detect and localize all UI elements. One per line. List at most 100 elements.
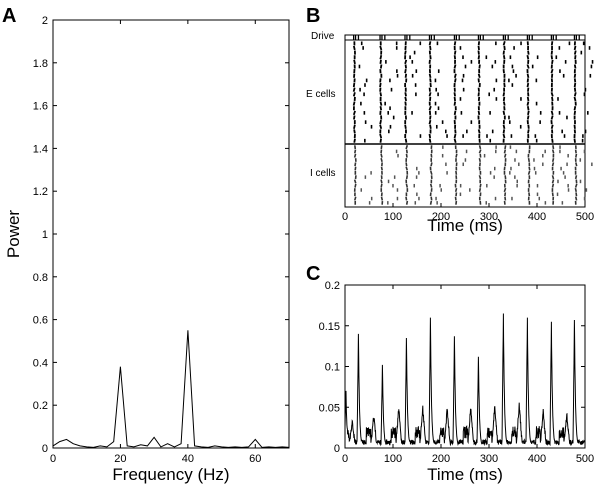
panel-a-xtick-label: 20 <box>114 453 126 465</box>
panel-b-e-spike <box>428 119 432 125</box>
panel-b-e-spike <box>526 73 530 78</box>
panel-b-i-spike <box>429 200 433 205</box>
panel-a-xlabel: Frequency (Hz) <box>112 465 229 484</box>
panel-b-e-spike <box>477 45 480 51</box>
panel-letter-b: B <box>306 5 320 27</box>
panel-b: Drive E cells I cells 0 100 200 300 400 500 T… <box>306 31 594 235</box>
panel-b-xtick-label: 500 <box>576 211 594 223</box>
panel-b-e-spike <box>502 55 506 60</box>
panel-b-i-spike <box>353 196 357 201</box>
panel-c-ytick-label: 0.05 <box>319 402 340 414</box>
panel-a-ytick-label: 0.6 <box>33 315 48 327</box>
panel-b-e-spike <box>352 45 356 51</box>
panel-b-i-spike <box>574 196 578 201</box>
panel-b-e-spike <box>453 55 457 60</box>
panel-a-ytick-label: 1.6 <box>33 101 48 113</box>
panel-b-i-spike <box>575 192 578 197</box>
panel-b-e-spike <box>454 78 457 83</box>
panel-b-i-spike <box>405 183 409 188</box>
panel-b-e-spike <box>453 133 457 139</box>
panel-b-e-spike <box>453 92 456 97</box>
panel-b-i-spike <box>405 175 409 180</box>
panel-c-xtick-label: 400 <box>528 453 546 465</box>
panel-b-e-spike <box>550 115 554 120</box>
panel-b-e-spike <box>379 138 382 143</box>
panel-b-xtick-label: 400 <box>528 211 546 223</box>
panel-b-e-spike <box>352 110 356 116</box>
panel-b-e-spike <box>477 73 481 79</box>
panel-b-i-spike <box>380 166 383 171</box>
panel-b-i-spike <box>455 153 458 158</box>
panel-c-ticks: 0 100 200 300 400 500 0 0.05 0.1 0.15 0.2 <box>319 280 595 465</box>
panel-b-e-spike <box>353 138 356 143</box>
panel-b-e-spike <box>404 59 408 65</box>
panel-b-i-spike <box>527 170 531 175</box>
panel-b-i-spike <box>503 187 507 193</box>
panel-a-ytick-label: 0 <box>42 443 48 455</box>
panel-a-xtick-label: 40 <box>182 453 194 465</box>
panel-b-e-spike <box>502 124 506 129</box>
panel-b-e-spike <box>379 92 383 97</box>
panel-b-e-spike <box>428 133 432 139</box>
panel-c-ytick-label: 0.2 <box>325 280 340 292</box>
panel-b-xlabel: Time (ms) <box>427 216 503 235</box>
panel-b-e-spike <box>379 45 383 51</box>
panel-b-e-spike <box>453 64 457 69</box>
panel-b-e-spike <box>502 41 506 46</box>
panel-b-e-spike <box>550 68 554 74</box>
panel-b-e-spike <box>379 101 383 106</box>
panel-b-e-spike <box>526 101 530 106</box>
panel-b-e-spike <box>573 92 577 97</box>
panel-b-i-spike <box>430 162 433 167</box>
panel-b-i-spike <box>551 162 555 167</box>
panel-a-ytick-label: 0.8 <box>33 272 48 284</box>
panel-a: 0 20 40 60 0 0.2 0.4 0.6 0.8 1 1.2 1.4 1.6 1.8 2 Frequ… <box>4 15 290 484</box>
panel-c-ytick-label: 0 <box>334 443 340 455</box>
panel-letter-a: A <box>2 5 16 27</box>
panel-a-ytick-label: 1.4 <box>33 143 48 155</box>
panel-b-i-spike <box>503 149 507 154</box>
panel-b-i-spike <box>551 179 555 184</box>
panel-b-e-spike <box>573 138 576 143</box>
panel-c: 0 100 200 300 400 500 0 0.05 0.1 0.15 0.2 Time (ms… <box>319 280 595 484</box>
panel-b-e-spike <box>428 41 432 46</box>
panel-b-e-spike <box>404 73 408 78</box>
panel-b-i-spike <box>380 179 383 184</box>
panel-b-i-spike <box>455 170 458 175</box>
panel-b-e-spike <box>502 50 505 55</box>
panel-b-i-spike <box>574 187 578 193</box>
panel-b-e-spike <box>550 41 554 46</box>
panel-b-e-spike <box>404 50 407 55</box>
panel-b-i-spike <box>380 153 383 158</box>
panel-b-i-spike <box>504 145 507 150</box>
panel-b-row-e-cells: E cells <box>306 89 335 100</box>
panel-b-e-spike <box>379 64 383 69</box>
panel-b-e-spike <box>453 96 456 102</box>
panel-b-i-spike <box>551 183 555 188</box>
panel-c-xtick-label: 0 <box>342 453 348 465</box>
panel-c-xlabel: Time (ms) <box>427 465 503 484</box>
panel-b-e-spike <box>573 87 577 92</box>
panel-b-i-spike <box>380 157 383 163</box>
panel-b-i-spike <box>574 175 578 180</box>
panel-b-e-spike <box>429 45 432 51</box>
panel-b-e-spike <box>526 82 530 88</box>
panel-b-e-spike <box>550 124 554 130</box>
panel-b-i-spike <box>405 145 409 150</box>
panel-b-e-spike <box>573 96 577 102</box>
panel-b-i-spike <box>380 196 384 201</box>
panel-b-i-spike <box>478 175 482 180</box>
panel-b-e-spike <box>477 110 481 116</box>
panel-b-i-spike <box>405 196 408 201</box>
panel-b-i-spike <box>551 149 555 154</box>
panel-b-e-spike <box>353 115 356 120</box>
panel-b-i-spike <box>551 175 555 180</box>
panel-b-e-spike <box>352 101 356 106</box>
panel-b-i-spike <box>528 166 531 171</box>
panel-b-e-spike <box>526 55 530 60</box>
panel-b-i-spike <box>354 183 357 188</box>
panel-letter-c: C <box>306 263 320 285</box>
panel-b-e-spike <box>379 133 383 139</box>
panel-b-e-spike <box>477 55 481 60</box>
